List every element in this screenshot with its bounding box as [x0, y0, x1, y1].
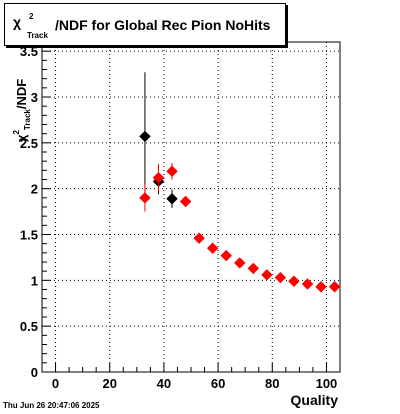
y-tick-label: 1 — [31, 273, 38, 288]
data-point-marker — [234, 257, 246, 269]
grid-lines — [42, 42, 340, 372]
data-point-marker — [193, 232, 205, 244]
x-tick-label: 0 — [52, 376, 59, 391]
y-tick-label: 1.5 — [20, 228, 38, 243]
title-subscript: Track — [27, 31, 48, 40]
data-point-marker — [274, 271, 287, 284]
data-point-marker — [179, 195, 192, 208]
y-tick-label: 2.5 — [20, 136, 38, 151]
y-tick-label: 2 — [31, 182, 38, 197]
data-point-marker — [247, 262, 260, 275]
tick-labels: 0 20 40 60 80 100 0 0.5 1 1.5 2 2.5 3 3.5 — [20, 44, 337, 391]
data-point-marker — [139, 192, 151, 204]
x-axis-label: Quality — [290, 392, 338, 408]
x-tick-label: 20 — [102, 376, 116, 391]
data-point-marker — [152, 171, 165, 184]
data-point-marker — [315, 281, 327, 293]
y-tick-label: 0.5 — [20, 319, 38, 334]
y-tick-label: 3 — [31, 90, 38, 105]
axis-ticks — [41, 41, 341, 373]
data-point-marker — [328, 281, 341, 293]
y-tick-label: 3.5 — [20, 44, 38, 59]
y-label-superscript: 2 — [12, 130, 21, 135]
data-point-marker — [206, 242, 219, 254]
y-tick-label: 0 — [31, 365, 38, 380]
data-point-marker — [301, 278, 314, 290]
data-point-marker — [166, 165, 178, 177]
data-point-marker — [139, 130, 151, 143]
x-tick-label: 60 — [211, 376, 225, 391]
data-point-marker — [166, 193, 178, 205]
x-tick-label: 100 — [316, 376, 338, 391]
x-tick-label: 40 — [157, 376, 171, 391]
title-chi-symbol: χ — [13, 14, 22, 30]
data-point-marker — [220, 249, 232, 262]
title-superscript: 2 — [29, 12, 34, 21]
plot-frame — [41, 41, 341, 373]
chart-title: /NDF for Global Rec Pion NoHits — [55, 17, 271, 33]
y-label-subscript: Track — [23, 109, 32, 131]
data-points — [139, 72, 341, 293]
title-box: χ 2 Track /NDF for Global Rec Pion NoHit… — [4, 3, 286, 46]
x-tick-label: 80 — [265, 376, 279, 391]
y-axis-label: χ2Track/NDF — [10, 42, 32, 142]
y-label-chi: χ — [14, 134, 29, 142]
data-point-marker — [261, 269, 273, 281]
y-label-ndf: /NDF — [14, 78, 29, 110]
timestamp: Thu Jun 26 20:47:06 2025 — [3, 401, 100, 410]
data-point-marker — [288, 275, 300, 287]
